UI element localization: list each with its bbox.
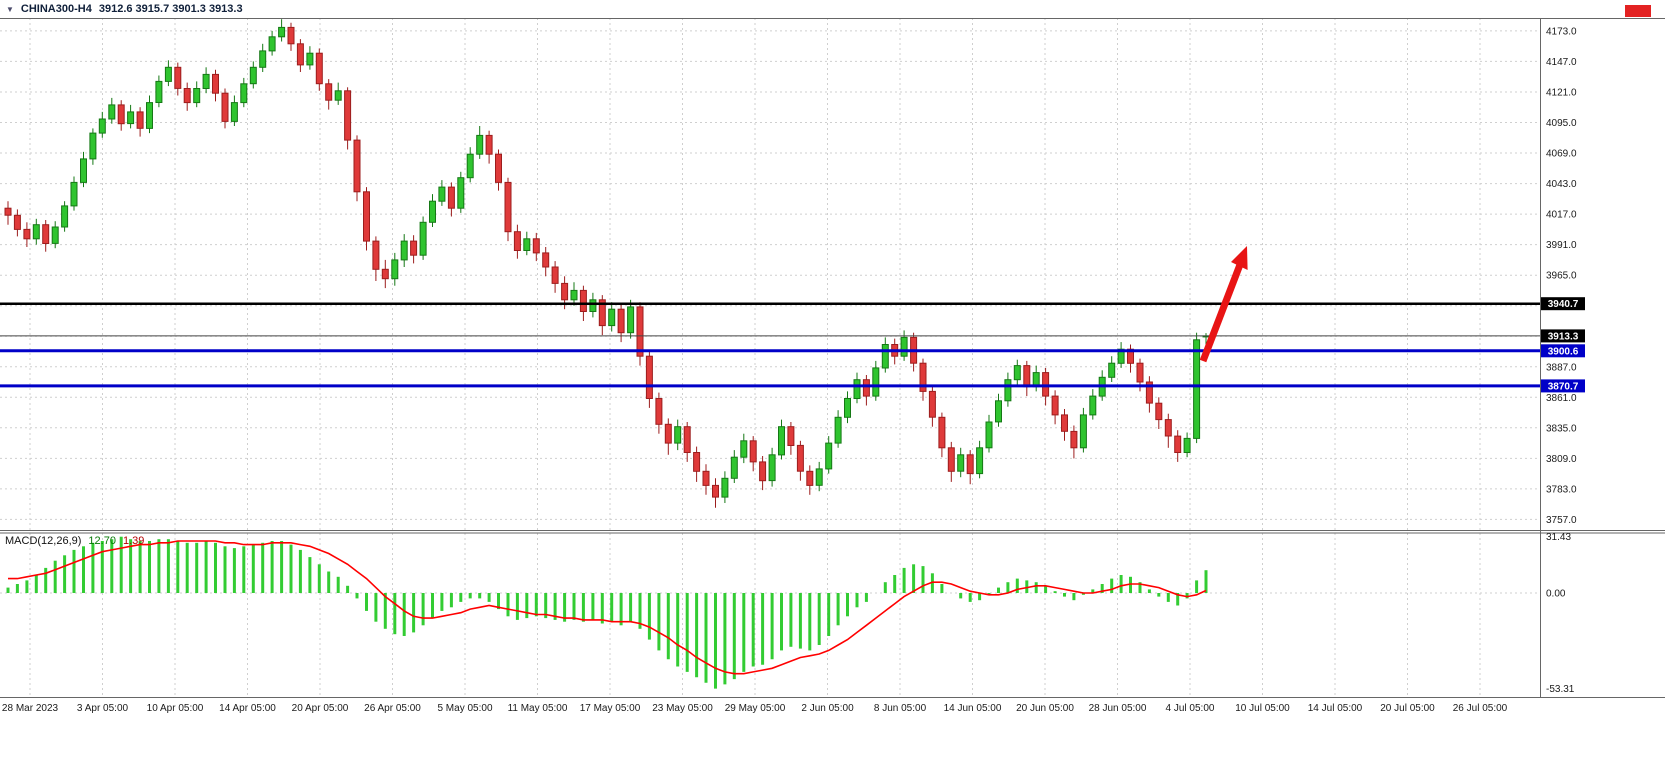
svg-text:3809.0: 3809.0: [1546, 454, 1577, 465]
svg-text:3870.7: 3870.7: [1548, 381, 1579, 392]
red-marker: [1625, 5, 1651, 17]
svg-text:14 Apr 05:00: 14 Apr 05:00: [219, 703, 276, 714]
macd-indicator-label: MACD(12,26,9) 12.70 1.39: [5, 535, 144, 547]
svg-text:0.00: 0.00: [1546, 589, 1566, 600]
svg-text:29 May 05:00: 29 May 05:00: [725, 703, 786, 714]
svg-text:4173.0: 4173.0: [1546, 26, 1577, 37]
price-axis[interactable]: 4173.0 4147.0 4121.0 4095.0 4069.0 4043.0 4017…: [1541, 26, 1585, 695]
svg-text:28 Jun 05:00: 28 Jun 05:00: [1089, 703, 1147, 714]
svg-text:3887.0: 3887.0: [1546, 362, 1577, 373]
macd-signal-line: [8, 540, 1207, 675]
panel-borders: [0, 18, 1665, 698]
svg-text:3940.7: 3940.7: [1548, 299, 1579, 310]
svg-text:4043.0: 4043.0: [1546, 179, 1577, 190]
svg-text:3965.0: 3965.0: [1546, 271, 1577, 282]
svg-text:5 May 05:00: 5 May 05:00: [437, 703, 492, 714]
svg-text:4069.0: 4069.0: [1546, 149, 1577, 160]
svg-text:4095.0: 4095.0: [1546, 118, 1577, 129]
svg-text:26 Jul 05:00: 26 Jul 05:00: [1453, 703, 1508, 714]
up-trend-arrow-annotation[interactable]: [1199, 246, 1248, 363]
svg-text:26 Apr 05:00: 26 Apr 05:00: [364, 703, 421, 714]
svg-text:3913.3: 3913.3: [1548, 331, 1579, 342]
svg-text:17 May 05:00: 17 May 05:00: [580, 703, 641, 714]
symbol-name: CHINA300-H4: [20, 3, 92, 15]
svg-text:8 Jun 05:00: 8 Jun 05:00: [874, 703, 927, 714]
svg-text:20 Jul 05:00: 20 Jul 05:00: [1380, 703, 1435, 714]
svg-text:4147.0: 4147.0: [1546, 57, 1577, 68]
svg-text:3 Apr 05:00: 3 Apr 05:00: [77, 703, 129, 714]
macd-signal-value: 1.39: [122, 535, 145, 547]
macd-name: MACD(12,26,9): [5, 535, 82, 547]
symbol-quote-bar: ▼ CHINA300-H4 3912.6 3915.7 3901.3 3913.…: [6, 3, 243, 15]
svg-text:2 Jun 05:00: 2 Jun 05:00: [801, 703, 854, 714]
svg-text:4121.0: 4121.0: [1546, 88, 1577, 99]
svg-text:3783.0: 3783.0: [1546, 484, 1577, 495]
svg-text:20 Jun 05:00: 20 Jun 05:00: [1016, 703, 1074, 714]
svg-text:31.43: 31.43: [1546, 532, 1571, 543]
symbol-ohlc-values: 3912.6 3915.7 3901.3 3913.3: [98, 3, 243, 15]
svg-text:3757.0: 3757.0: [1546, 515, 1577, 526]
svg-text:-53.31: -53.31: [1546, 684, 1575, 695]
macd-main-value: 12.70: [88, 535, 116, 547]
macd-histogram: [6, 536, 1208, 689]
svg-text:14 Jun 05:00: 14 Jun 05:00: [944, 703, 1002, 714]
svg-text:3835.0: 3835.0: [1546, 423, 1577, 434]
svg-text:23 May 05:00: 23 May 05:00: [652, 703, 713, 714]
svg-text:10 Jul 05:00: 10 Jul 05:00: [1235, 703, 1290, 714]
time-axis[interactable]: 28 Mar 2023 3 Apr 05:00 10 Apr 05:00 14 Apr…: [2, 703, 1508, 714]
svg-text:3900.6: 3900.6: [1548, 346, 1579, 357]
svg-text:3861.0: 3861.0: [1546, 393, 1577, 404]
svg-text:20 Apr 05:00: 20 Apr 05:00: [292, 703, 349, 714]
candlestick-series: [4, 19, 1210, 508]
svg-text:14 Jul 05:00: 14 Jul 05:00: [1308, 703, 1363, 714]
svg-text:4017.0: 4017.0: [1546, 210, 1577, 221]
svg-text:3991.0: 3991.0: [1546, 240, 1577, 251]
svg-text:4 Jul 05:00: 4 Jul 05:00: [1166, 703, 1215, 714]
svg-text:10 Apr 05:00: 10 Apr 05:00: [147, 703, 204, 714]
horizontal-price-levels[interactable]: [0, 302, 1540, 388]
svg-text:11 May 05:00: 11 May 05:00: [508, 703, 568, 714]
symbol-dropdown-icon[interactable]: ▼: [6, 4, 14, 14]
svg-text:28 Mar 2023: 28 Mar 2023: [2, 703, 59, 714]
